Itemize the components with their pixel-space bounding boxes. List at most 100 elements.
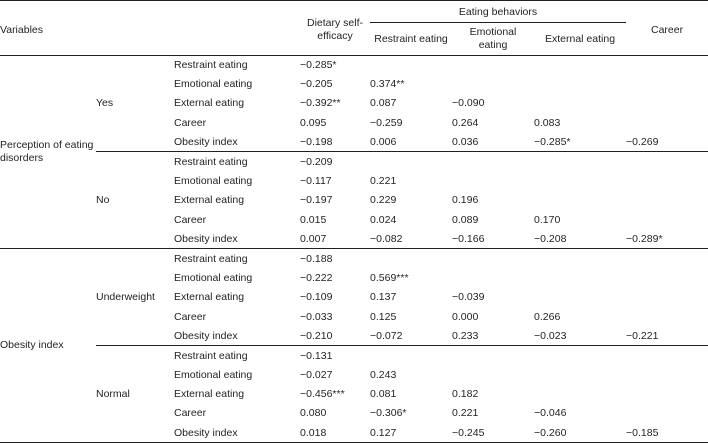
cell-career	[626, 346, 708, 366]
cell-career	[626, 55, 708, 75]
cell-dietary-self-efficacy: −0.222	[300, 272, 333, 285]
table-header: Variables Dietary self-efficacy Eating b…	[0, 0, 708, 56]
header-emotional-eating: Emotional eating	[469, 25, 517, 51]
row-name: Career	[174, 407, 207, 420]
cell-external-eating: −0.285*	[534, 132, 627, 153]
table-row: Obesity index 0.007 −0.082 −0.166 −0.208 −0.2…	[0, 229, 708, 250]
cell-career	[626, 404, 708, 423]
cell-restraint-eating: 0.087	[370, 97, 397, 110]
cell-restraint-eating: 0.006	[370, 132, 453, 153]
cell-career: −0.289*	[626, 229, 708, 250]
table-body: Perception of eating disorders Yes Restrai…	[0, 55, 708, 443]
cell-career	[626, 269, 708, 288]
cell-emotional-eating: 0.233	[452, 326, 535, 347]
table-row: Career 0.015 0.024 0.089 0.170	[0, 210, 708, 229]
cell-restraint-eating: −0.072	[370, 326, 453, 347]
cell-dietary-self-efficacy: −0.456***	[300, 388, 345, 401]
table-row: Emotional eating −0.222 0.569***	[0, 269, 708, 288]
subgroup-label: Normal	[96, 345, 174, 443]
cell-external-eating: −0.208	[534, 229, 627, 250]
cell-career	[626, 249, 708, 269]
cell-dietary-self-efficacy: −0.210	[300, 326, 371, 347]
cell-restraint-eating	[370, 249, 452, 269]
row-name: Career	[174, 310, 207, 323]
cell-emotional-eating	[452, 346, 534, 366]
header-dietary-self-efficacy: Dietary self-efficacy	[307, 16, 364, 42]
cell-emotional-eating: 0.221	[452, 407, 479, 420]
cell-external-eating	[534, 366, 626, 385]
row-name: Obesity index	[174, 132, 301, 153]
table-row: Obesity index −0.198 0.006 0.036 −0.285* −0.2…	[0, 132, 708, 153]
row-name: Emotional eating	[174, 272, 253, 285]
table-row: External eating −0.109 0.137 −0.039	[0, 288, 708, 307]
cell-dietary-self-efficacy: 0.007	[300, 229, 371, 250]
table-row: External eating −0.392** 0.087 −0.090	[0, 94, 708, 113]
cell-external-eating: 0.083	[534, 116, 561, 129]
cell-emotional-eating: 0.000	[452, 310, 479, 323]
cell-external-eating: 0.266	[534, 310, 561, 323]
header-restraint-eating: Restraint eating	[374, 32, 448, 45]
cell-emotional-eating: −0.090	[452, 97, 485, 110]
cell-external-eating	[534, 94, 626, 113]
cell-career	[626, 75, 708, 94]
table-row: Career 0.080 −0.306* 0.221 −0.046	[0, 404, 708, 423]
cell-dietary-self-efficacy: −0.205	[300, 78, 333, 91]
cell-dietary-self-efficacy: −0.198	[300, 132, 371, 153]
table-row: Obesity index −0.210 −0.072 0.233 −0.023 −0.2…	[0, 326, 708, 347]
cell-external-eating	[534, 249, 626, 269]
header-eating-behaviors: Eating behaviors	[370, 0, 627, 23]
cell-restraint-eating: −0.259	[370, 116, 403, 129]
table-row: External eating −0.197 0.229 0.196	[0, 191, 708, 210]
cell-external-eating: −0.260	[534, 423, 627, 443]
cell-emotional-eating: −0.039	[452, 291, 485, 304]
cell-external-eating: −0.023	[534, 326, 627, 347]
table-row: Emotional eating −0.205 0.374**	[0, 75, 708, 94]
cell-dietary-self-efficacy: −0.131	[300, 349, 333, 362]
cell-career	[626, 113, 708, 132]
table-row: Emotional eating −0.027 0.243	[0, 366, 708, 385]
row-name: External eating	[174, 194, 245, 207]
cell-restraint-eating: 0.243	[370, 369, 397, 382]
cell-dietary-self-efficacy: −0.197	[300, 194, 333, 207]
cell-external-eating	[534, 269, 626, 288]
cell-dietary-self-efficacy: 0.018	[300, 423, 371, 443]
cell-career	[626, 94, 708, 113]
table-row: External eating −0.456*** 0.081 0.182	[0, 385, 708, 404]
cell-emotional-eating: −0.245	[452, 423, 535, 443]
cell-dietary-self-efficacy: −0.027	[300, 369, 333, 382]
table-row: Normal Restraint eating −0.131	[0, 345, 708, 443]
cell-career	[626, 172, 708, 191]
cell-emotional-eating: 0.089	[452, 213, 479, 226]
cell-external-eating	[534, 385, 626, 404]
cell-career	[626, 385, 708, 404]
cell-restraint-eating: 0.221	[370, 175, 397, 188]
cell-dietary-self-efficacy: −0.117	[300, 175, 332, 188]
cell-dietary-self-efficacy: −0.109	[300, 291, 333, 304]
cell-dietary-self-efficacy: −0.209	[300, 156, 333, 169]
row-name: Career	[174, 213, 207, 226]
row-name: Restraint eating	[174, 156, 248, 169]
cell-career	[626, 191, 708, 210]
cell-external-eating	[534, 191, 626, 210]
cell-restraint-eating	[370, 346, 452, 366]
subgroup-label: No	[96, 151, 174, 250]
cell-emotional-eating: 0.196	[452, 194, 479, 207]
cell-restraint-eating: −0.082	[370, 229, 453, 250]
cell-restraint-eating: 0.569***	[370, 272, 409, 285]
table-row: Career 0.095 −0.259 0.264 0.083	[0, 113, 708, 132]
header-variables: Variables	[0, 23, 43, 36]
cell-restraint-eating: 0.374**	[370, 78, 405, 91]
cell-restraint-eating: 0.024	[370, 213, 397, 226]
cell-restraint-eating	[370, 55, 452, 75]
cell-career	[626, 152, 708, 172]
row-name: Obesity index	[174, 326, 301, 347]
cell-external-eating	[534, 346, 626, 366]
cell-career	[626, 288, 708, 307]
cell-external-eating	[534, 55, 626, 75]
row-name: External eating	[174, 388, 245, 401]
row-name: Obesity index	[174, 423, 301, 443]
cell-emotional-eating	[452, 152, 534, 172]
table-row: Career −0.033 0.125 0.000 0.266	[0, 307, 708, 326]
cell-career: −0.269	[626, 132, 708, 153]
row-name: Restraint eating	[174, 349, 248, 362]
